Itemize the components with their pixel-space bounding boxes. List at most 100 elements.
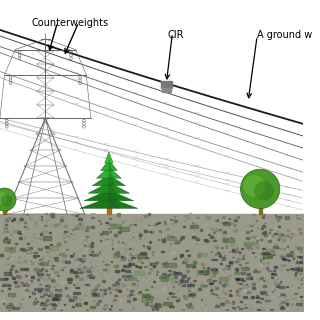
Bar — [46, 251, 48, 252]
Bar — [26, 247, 28, 248]
Bar — [298, 247, 300, 249]
Bar — [3, 231, 4, 232]
Bar — [91, 290, 92, 291]
Bar — [20, 218, 23, 220]
Circle shape — [244, 175, 265, 197]
Bar — [196, 275, 198, 276]
Bar — [40, 303, 43, 305]
Bar — [172, 286, 174, 287]
Bar — [181, 274, 185, 276]
Bar — [121, 256, 123, 258]
Bar — [106, 238, 107, 239]
Bar — [127, 226, 131, 228]
Bar — [209, 283, 211, 284]
Bar — [264, 301, 267, 303]
Bar — [207, 236, 208, 237]
Bar — [21, 238, 22, 239]
Bar — [108, 287, 110, 289]
Bar — [27, 228, 29, 229]
Bar — [197, 255, 200, 257]
Bar — [55, 260, 58, 261]
Bar — [286, 299, 289, 301]
Bar — [248, 274, 250, 275]
Bar — [96, 223, 99, 225]
Bar — [165, 262, 176, 267]
Bar — [187, 306, 193, 308]
Bar — [274, 216, 277, 218]
Bar — [108, 228, 110, 229]
Bar — [91, 243, 93, 244]
Bar — [131, 292, 132, 293]
Bar — [28, 252, 31, 253]
Bar — [276, 299, 277, 300]
Bar — [78, 218, 82, 220]
Bar — [43, 278, 47, 280]
Bar — [85, 302, 87, 303]
Bar — [145, 277, 146, 278]
Bar — [210, 236, 213, 238]
Bar — [107, 208, 111, 214]
Bar — [257, 279, 260, 281]
Bar — [272, 273, 274, 274]
Bar — [211, 259, 217, 260]
Bar — [17, 222, 20, 223]
Bar — [2, 285, 4, 286]
Bar — [132, 283, 135, 285]
Bar — [41, 302, 44, 303]
Bar — [75, 272, 77, 273]
Bar — [245, 262, 248, 263]
Bar — [87, 275, 90, 276]
Bar — [68, 299, 70, 300]
Bar — [101, 260, 104, 261]
Bar — [131, 255, 133, 256]
Bar — [83, 258, 85, 260]
Bar — [65, 255, 66, 256]
Bar — [214, 253, 217, 255]
Bar — [244, 237, 246, 238]
Bar — [174, 219, 175, 220]
Bar — [147, 273, 149, 274]
Bar — [100, 234, 102, 235]
Bar — [197, 284, 198, 285]
Bar — [275, 254, 276, 255]
Bar — [170, 219, 172, 220]
Bar — [299, 232, 302, 234]
Bar — [87, 246, 88, 247]
Bar — [74, 277, 77, 279]
Bar — [79, 223, 80, 224]
Bar — [232, 217, 234, 219]
Bar — [270, 309, 273, 311]
Bar — [260, 277, 263, 279]
Bar — [51, 246, 53, 247]
Bar — [92, 293, 100, 296]
Bar — [174, 216, 175, 217]
Bar — [279, 303, 281, 305]
Bar — [84, 260, 85, 261]
Bar — [162, 88, 171, 92]
Bar — [243, 297, 247, 298]
Bar — [105, 264, 107, 265]
Bar — [176, 280, 179, 282]
Bar — [141, 221, 144, 223]
Bar — [164, 238, 165, 239]
Bar — [114, 265, 118, 267]
Bar — [220, 303, 223, 304]
Bar — [24, 283, 26, 284]
Bar — [154, 262, 158, 263]
Bar — [261, 262, 264, 264]
Bar — [224, 222, 227, 223]
Bar — [178, 277, 181, 279]
Bar — [54, 257, 58, 259]
Bar — [70, 255, 73, 256]
Bar — [228, 294, 231, 296]
Bar — [82, 261, 84, 262]
Bar — [208, 255, 212, 257]
Bar — [302, 258, 304, 259]
Bar — [285, 216, 289, 219]
Bar — [271, 273, 276, 275]
Bar — [172, 287, 176, 289]
Bar — [92, 300, 95, 301]
Bar — [239, 283, 242, 284]
Bar — [225, 300, 228, 302]
Bar — [0, 278, 7, 280]
